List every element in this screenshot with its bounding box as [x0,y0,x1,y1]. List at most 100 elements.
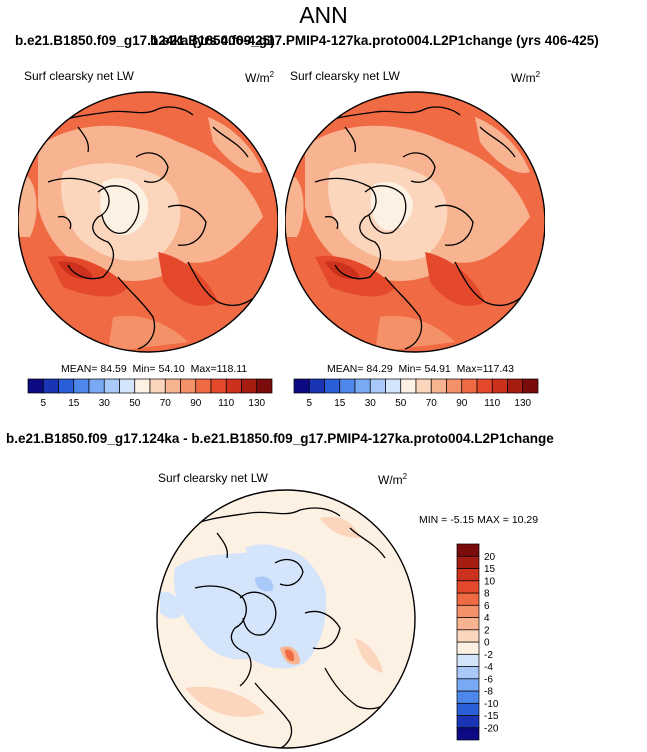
colorbar-swatch [456,629,480,643]
colorbar-swatch [354,378,371,394]
colorbar-swatch [149,378,166,394]
colorbar-tick-label: 15 [484,564,496,575]
right-panel-title: Surf clearsky net LW [290,69,400,83]
colorbar-swatch [180,378,197,394]
colorbar-swatch [134,378,151,394]
colorbar-swatch [42,378,59,394]
diff-panel-units: W/m2 [378,472,408,487]
right-coastlines [312,106,528,350]
colorbar-swatch [507,378,524,394]
colorbar-tick-label: 130 [514,398,531,409]
left-panel-units: W/m2 [245,70,275,85]
colorbar-swatch [456,690,480,704]
left-panel-title: Surf clearsky net LW [24,69,134,83]
colorbar-tick-label: 6 [484,601,490,612]
colorbar-swatch [225,378,242,394]
colorbar-tick-label: 90 [456,398,468,409]
colorbar-swatch [456,568,480,582]
colorbar-swatch [456,580,480,594]
right-colorbar: 5 15 30 50 70 90 110 130 [293,378,539,409]
colorbar-swatch [415,378,432,394]
colorbar-tick-label: 10 [484,576,496,587]
left-colorbar: 5 15 30 50 70 90 110 130 [27,378,273,409]
colorbar-swatch [456,653,480,667]
colorbar-swatch [456,702,480,716]
colorbar-swatch [385,378,402,394]
colorbar-swatch [456,592,480,606]
colorbar-swatch [324,378,341,394]
right-polar-map [285,91,545,353]
colorbar-tick-label: -4 [484,662,493,673]
colorbar-tick-label: 50 [395,398,407,409]
colorbar-swatch [73,378,90,394]
colorbar-tick-label: -10 [484,699,499,710]
run-b-title: b.e21.B1850.f09_g17.PMIP4-127ka.proto004… [150,33,599,48]
colorbar-tick-label: 50 [129,398,141,409]
colorbar-swatch [456,678,480,692]
colorbar-swatch [210,378,227,394]
colorbar-tick-label: 70 [426,398,438,409]
left-polar-map [18,91,278,353]
colorbar-swatch [456,604,480,618]
colorbar-tick-label: 8 [484,589,490,600]
colorbar-tick-label: 30 [365,398,377,409]
colorbar-swatch [476,378,493,394]
colorbar-swatch [195,378,212,394]
colorbar-tick-label: 2 [484,625,490,636]
colorbar-swatch [293,378,310,394]
colorbar-swatch [339,378,356,394]
colorbar-swatch [491,378,508,394]
page-title: ANN [299,2,348,28]
colorbar-tick-label: 5 [306,398,312,409]
colorbar-tick-label: 5 [40,398,46,409]
colorbar-swatch [164,378,181,394]
colorbar-tick-label: 110 [218,398,234,409]
colorbar-swatch [522,378,539,394]
difference-title: b.e21.B1850.f09_g17.124ka - b.e21.B1850.… [6,431,554,446]
colorbar-swatch [241,378,258,394]
colorbar-tick-label: 20 [484,552,496,563]
colorbar-tick-label: 4 [484,613,490,624]
colorbar-swatch [456,555,480,569]
colorbar-tick-label: 110 [484,398,500,409]
right-panel-units: W/m2 [511,70,541,85]
colorbar-swatch [119,378,136,394]
colorbar-swatch [446,378,463,394]
colorbar-swatch [103,378,120,394]
colorbar-tick-label: -15 [484,711,499,722]
colorbar-tick-label: 130 [248,398,265,409]
colorbar-tick-label: 70 [160,398,172,409]
left-coastlines [45,106,261,350]
colorbar-swatch [456,617,480,631]
colorbar-swatch [369,378,386,394]
diff-panel-title: Surf clearsky net LW [158,471,268,485]
colorbar-swatch [27,378,44,394]
right-panel-stats: MEAN= 84.29 Min= 54.91 Max=117.43 [327,363,514,375]
left-panel-stats: MEAN= 84.59 Min= 54.10 Max=118.11 [61,363,248,375]
colorbar-swatch [88,378,105,394]
colorbar-tick-label: 90 [190,398,202,409]
colorbar-swatch [456,543,480,557]
colorbar-swatch [456,727,480,741]
colorbar-tick-label: 15 [68,398,80,409]
colorbar-tick-label: 0 [484,638,490,649]
difference-polar-map [156,489,416,749]
run-a-title: b.e21.B1850.f09_g17.124ka (yrs 406-425) [15,33,275,48]
colorbar-swatch [58,378,75,394]
colorbar-swatch [430,378,447,394]
colorbar-tick-label: -20 [484,723,499,734]
colorbar-swatch [456,641,480,655]
colorbar-swatch [400,378,417,394]
difference-coastlines [184,507,396,748]
colorbar-swatch [308,378,325,394]
colorbar-tick-label: -6 [484,674,493,685]
colorbar-swatch [456,715,480,729]
colorbar-tick-label: -2 [484,650,493,661]
colorbar-tick-label: -8 [484,687,493,698]
colorbar-swatch [456,666,480,680]
colorbar-swatch [256,378,273,394]
colorbar-swatch [461,378,478,394]
colorbar-tick-label: 15 [334,398,346,409]
diff-panel-stats: MIN = -5.15 MAX = 10.29 [419,514,539,526]
